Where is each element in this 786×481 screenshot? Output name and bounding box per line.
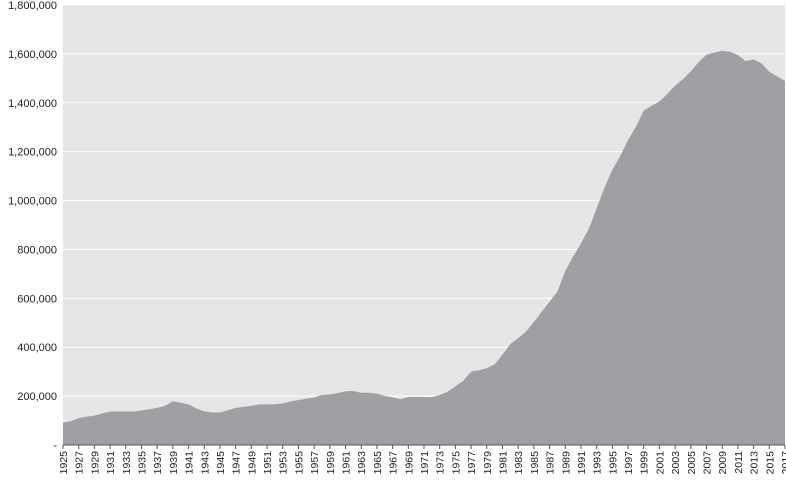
x-tick-label: 1925: [58, 451, 70, 475]
x-tick-label: 1999: [639, 451, 651, 475]
x-tick-label: 1967: [388, 451, 400, 475]
data-area: [63, 50, 785, 446]
x-tick-label: 1989: [560, 451, 572, 475]
x-tick-label: 1947: [231, 451, 243, 475]
x-tick-label: 1983: [513, 451, 525, 475]
x-tick-label: 1961: [341, 451, 353, 475]
x-tick-label: 1975: [450, 451, 462, 475]
x-tick-label: 1937: [152, 451, 164, 475]
x-tick-label: 1977: [466, 451, 478, 475]
y-tick-label: 800,000: [17, 244, 57, 256]
x-tick-label: 2011: [733, 451, 745, 474]
x-tick-label: 1997: [623, 451, 635, 475]
x-tick-label: 1995: [607, 451, 619, 475]
y-tick-label: -: [53, 440, 57, 452]
x-tick-label: 1949: [246, 451, 258, 475]
x-tick-label: 1931: [105, 451, 117, 475]
x-tick-label: 2005: [686, 451, 698, 475]
x-tick-label: 1953: [278, 451, 290, 475]
x-tick-label: 1987: [545, 451, 557, 475]
y-tick-label: 1,800,000: [8, 0, 57, 12]
x-axis-ticks: 1925 1927 1929 1931 1933 1935 1937 1939 1941 1943…: [58, 445, 786, 474]
x-tick-label: 1943: [199, 451, 211, 475]
x-tick-label: 1959: [325, 451, 337, 475]
x-tick-label: 1963: [356, 451, 368, 475]
y-tick-label: 1,400,000: [8, 98, 57, 110]
x-tick-label: 1973: [435, 451, 447, 475]
y-tick-label: 200,000: [17, 391, 57, 403]
x-tick-label: 1965: [372, 451, 384, 475]
y-tick-label: 1,200,000: [8, 147, 57, 159]
x-tick-label: 1971: [419, 451, 431, 475]
x-tick-label: 1935: [136, 451, 148, 475]
x-tick-label: 1981: [497, 451, 509, 475]
x-tick-label: 2009: [717, 451, 729, 475]
x-tick-label: 1969: [403, 451, 415, 475]
x-tick-label: 1941: [184, 451, 196, 475]
y-tick-label: 600,000: [17, 293, 57, 305]
x-tick-label: 1929: [89, 451, 101, 475]
y-tick-label: 1,600,000: [8, 49, 57, 61]
x-tick-label: 2001: [654, 451, 666, 475]
x-tick-label: 2003: [670, 451, 682, 475]
x-tick-label: 1985: [529, 451, 541, 475]
x-tick-label: 1957: [309, 451, 321, 475]
x-tick-label: 2013: [749, 451, 761, 475]
y-axis-ticks: - 200,000 400,000 600,000 800,000 1,000,000 1,…: [8, 0, 57, 452]
x-tick-label: 1991: [576, 451, 588, 475]
y-tick-label: 1,000,000: [8, 196, 57, 208]
x-tick-label: 1933: [121, 451, 133, 475]
x-tick-label: 1979: [482, 451, 494, 475]
x-tick-label: 1945: [215, 451, 227, 475]
x-tick-label: 1927: [74, 451, 86, 475]
x-tick-label: 1939: [168, 451, 180, 475]
x-tick-label: 1955: [293, 451, 305, 475]
x-tick-label: 1993: [592, 451, 604, 475]
x-tick-label: 2017: [780, 451, 786, 475]
x-tick-label: 2007: [702, 451, 714, 475]
x-tick-label: 2015: [764, 451, 776, 475]
x-tick-label: 1951: [262, 451, 274, 475]
y-tick-label: 400,000: [17, 342, 57, 354]
